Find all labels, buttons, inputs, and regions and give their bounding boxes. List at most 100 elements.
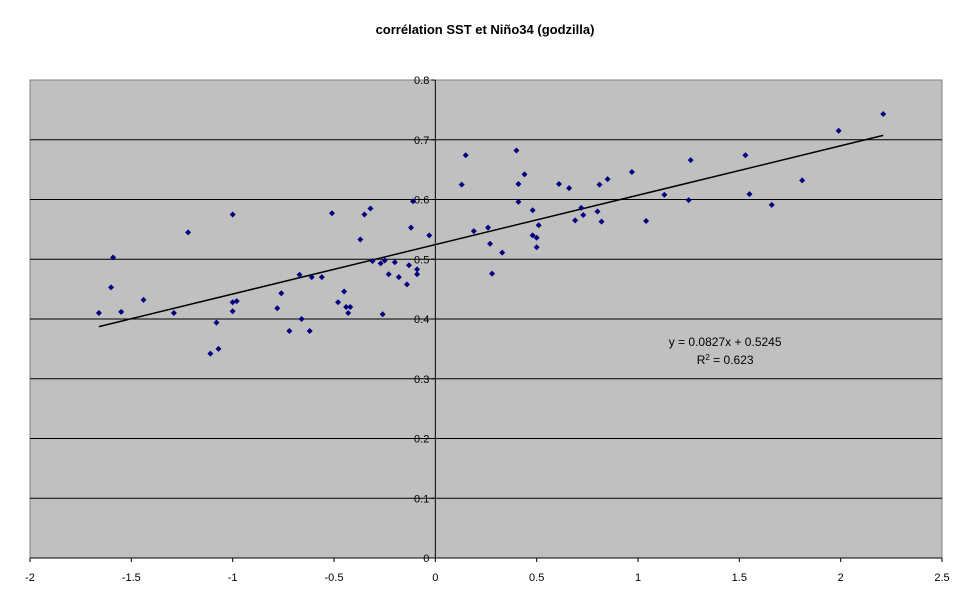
data-point (296, 271, 303, 278)
data-point (414, 271, 421, 278)
data-point (529, 232, 536, 239)
data-point (521, 171, 528, 178)
data-point (347, 304, 354, 311)
axes (29, 79, 943, 562)
data-point (555, 180, 562, 187)
data-point (880, 111, 887, 118)
data-point (229, 308, 236, 315)
regression-equation: y = 0.0827x + 0.5245 R2 = 0.623 (669, 335, 782, 367)
data-point (213, 319, 220, 326)
data-point (395, 274, 402, 281)
data-point (345, 310, 352, 317)
data-point (685, 197, 692, 204)
data-point (335, 299, 342, 306)
data-point (580, 212, 587, 219)
data-point (385, 271, 392, 278)
data-point (341, 288, 348, 295)
x-tick-label: -0.5 (325, 572, 344, 584)
data-point (233, 298, 240, 305)
data-point (361, 211, 368, 218)
y-tick-label: 0.6 (414, 195, 429, 207)
data-point (405, 262, 412, 269)
data-point (140, 296, 147, 303)
data-point (391, 259, 398, 266)
data-point (328, 210, 335, 217)
data-point (578, 204, 585, 211)
data-points (95, 111, 887, 357)
data-point (278, 290, 285, 297)
y-tick-label: 0.3 (414, 374, 429, 386)
data-point (95, 310, 102, 317)
data-point (286, 327, 293, 334)
data-point (533, 234, 540, 241)
data-point (379, 311, 386, 318)
x-tick-label: 1 (635, 572, 641, 584)
data-point (572, 217, 579, 224)
data-point (403, 281, 410, 288)
r-squared-text: R2 = 0.623 (697, 352, 754, 367)
data-point (185, 229, 192, 236)
data-point (408, 224, 415, 231)
x-tick-label: 2 (838, 572, 844, 584)
data-point (462, 152, 469, 159)
data-point (381, 257, 388, 264)
data-point (470, 228, 477, 235)
data-point (799, 177, 806, 184)
data-point (661, 191, 668, 198)
data-point (489, 270, 496, 277)
data-point (566, 185, 573, 192)
data-point (499, 249, 506, 256)
x-tick-label: 0 (432, 572, 438, 584)
data-point (515, 180, 522, 187)
data-point (458, 181, 465, 188)
y-tick-label: 0.4 (414, 314, 429, 326)
data-point (529, 207, 536, 214)
data-point (628, 169, 635, 176)
data-point (229, 211, 236, 218)
data-point (426, 232, 433, 239)
data-point (487, 240, 494, 247)
tick-labels: 0 0.1 0.2 0.3 0.4 0.5 0.6 0.7 0.8 -2 -1.5 -1 -0.5 0 0.… (25, 75, 950, 584)
chart-title: corrélation SST et Niño34 (godzilla) (375, 22, 595, 37)
data-point (742, 152, 749, 159)
data-point (318, 274, 325, 281)
data-point (485, 224, 492, 231)
trendline (98, 134, 884, 328)
data-point (594, 208, 601, 215)
data-point (410, 198, 417, 205)
x-tick-label: -1 (228, 572, 238, 584)
data-point (207, 350, 214, 357)
y-tick-label: 0.7 (414, 135, 429, 147)
x-tick-label: 0.5 (529, 572, 544, 584)
data-point (835, 127, 842, 134)
data-point (513, 147, 520, 154)
r-squared-superscript: 2 (705, 352, 710, 361)
data-point (110, 254, 117, 261)
data-point (596, 181, 603, 188)
gridlines (30, 139, 942, 499)
data-point (306, 327, 313, 334)
y-tick-label: 0.5 (414, 254, 429, 266)
data-point (535, 222, 542, 229)
data-point (687, 157, 694, 164)
y-tick-label: 0.2 (414, 434, 429, 446)
data-point (643, 218, 650, 225)
data-point (308, 274, 315, 281)
data-point (357, 236, 364, 243)
data-point (343, 304, 350, 311)
data-point (598, 218, 605, 225)
data-point (377, 260, 384, 267)
equation-text: y = 0.0827x + 0.5245 (669, 335, 782, 349)
data-point (604, 176, 611, 183)
x-tick-label: -1.5 (122, 572, 141, 584)
data-point (298, 316, 305, 322)
data-point (367, 205, 374, 212)
data-point (515, 198, 522, 205)
data-point (369, 258, 376, 265)
data-point (170, 310, 177, 317)
y-tick-label: 0.1 (414, 493, 429, 505)
x-tick-label: 1.5 (732, 572, 747, 584)
y-tick-label: 0.8 (414, 75, 429, 87)
data-point (215, 345, 222, 352)
